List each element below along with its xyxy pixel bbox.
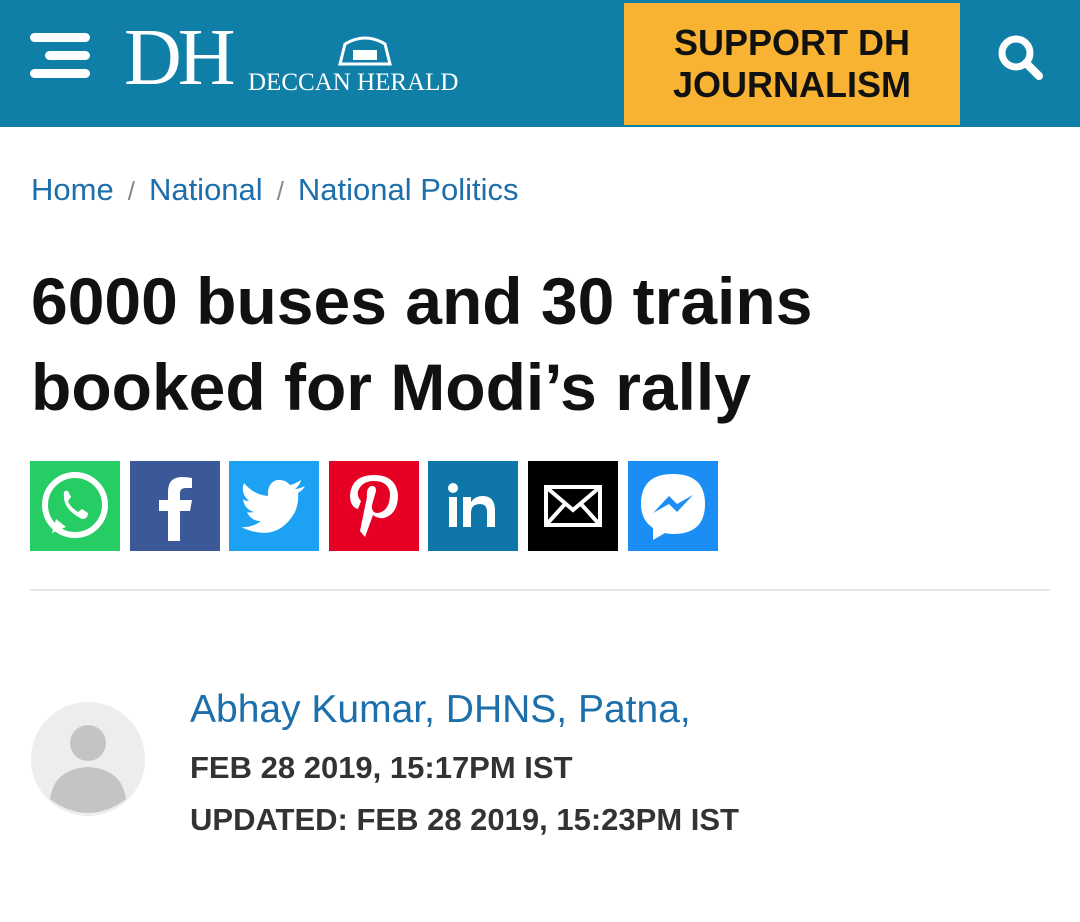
- published-date: FEB 28 2019, 15:17PM IST: [190, 750, 573, 785]
- twitter-share[interactable]: [229, 461, 319, 551]
- pinterest-share[interactable]: [329, 461, 419, 551]
- logo-emblem: [338, 36, 392, 66]
- support-button[interactable]: SUPPORT DH JOURNALISM: [624, 3, 960, 125]
- breadcrumbs: Home / National / National Politics: [31, 172, 519, 207]
- headline: 6000 buses and 30 trains booked for Modi…: [31, 264, 813, 424]
- breadcrumb[interactable]: National: [148, 172, 263, 207]
- brand-name: DECCAN HERALD: [248, 69, 459, 96]
- facebook-share[interactable]: [130, 461, 220, 551]
- updated-date: UPDATED: FEB 28 2019, 15:23PM IST: [190, 802, 739, 837]
- menu-bar[interactable]: [45, 51, 90, 60]
- breadcrumb[interactable]: National Politics: [297, 172, 519, 207]
- header: DH DECCAN HERALD SUPPORT DH JOURNALISM: [0, 0, 1080, 127]
- author-avatar: [31, 702, 145, 816]
- author[interactable]: Abhay Kumar, DHNS, Patna,: [190, 688, 691, 731]
- messenger-share[interactable]: [628, 461, 718, 551]
- divider: [30, 589, 1050, 591]
- breadcrumb[interactable]: Home: [31, 172, 114, 207]
- linkedin-share[interactable]: [428, 461, 518, 551]
- logo[interactable]: DH: [124, 14, 236, 102]
- menu-bar[interactable]: [30, 33, 90, 42]
- whatsapp-share[interactable]: [30, 461, 120, 551]
- search-icon[interactable]: [995, 32, 1045, 82]
- email-share[interactable]: [528, 461, 618, 551]
- menu-bar[interactable]: [30, 69, 90, 78]
